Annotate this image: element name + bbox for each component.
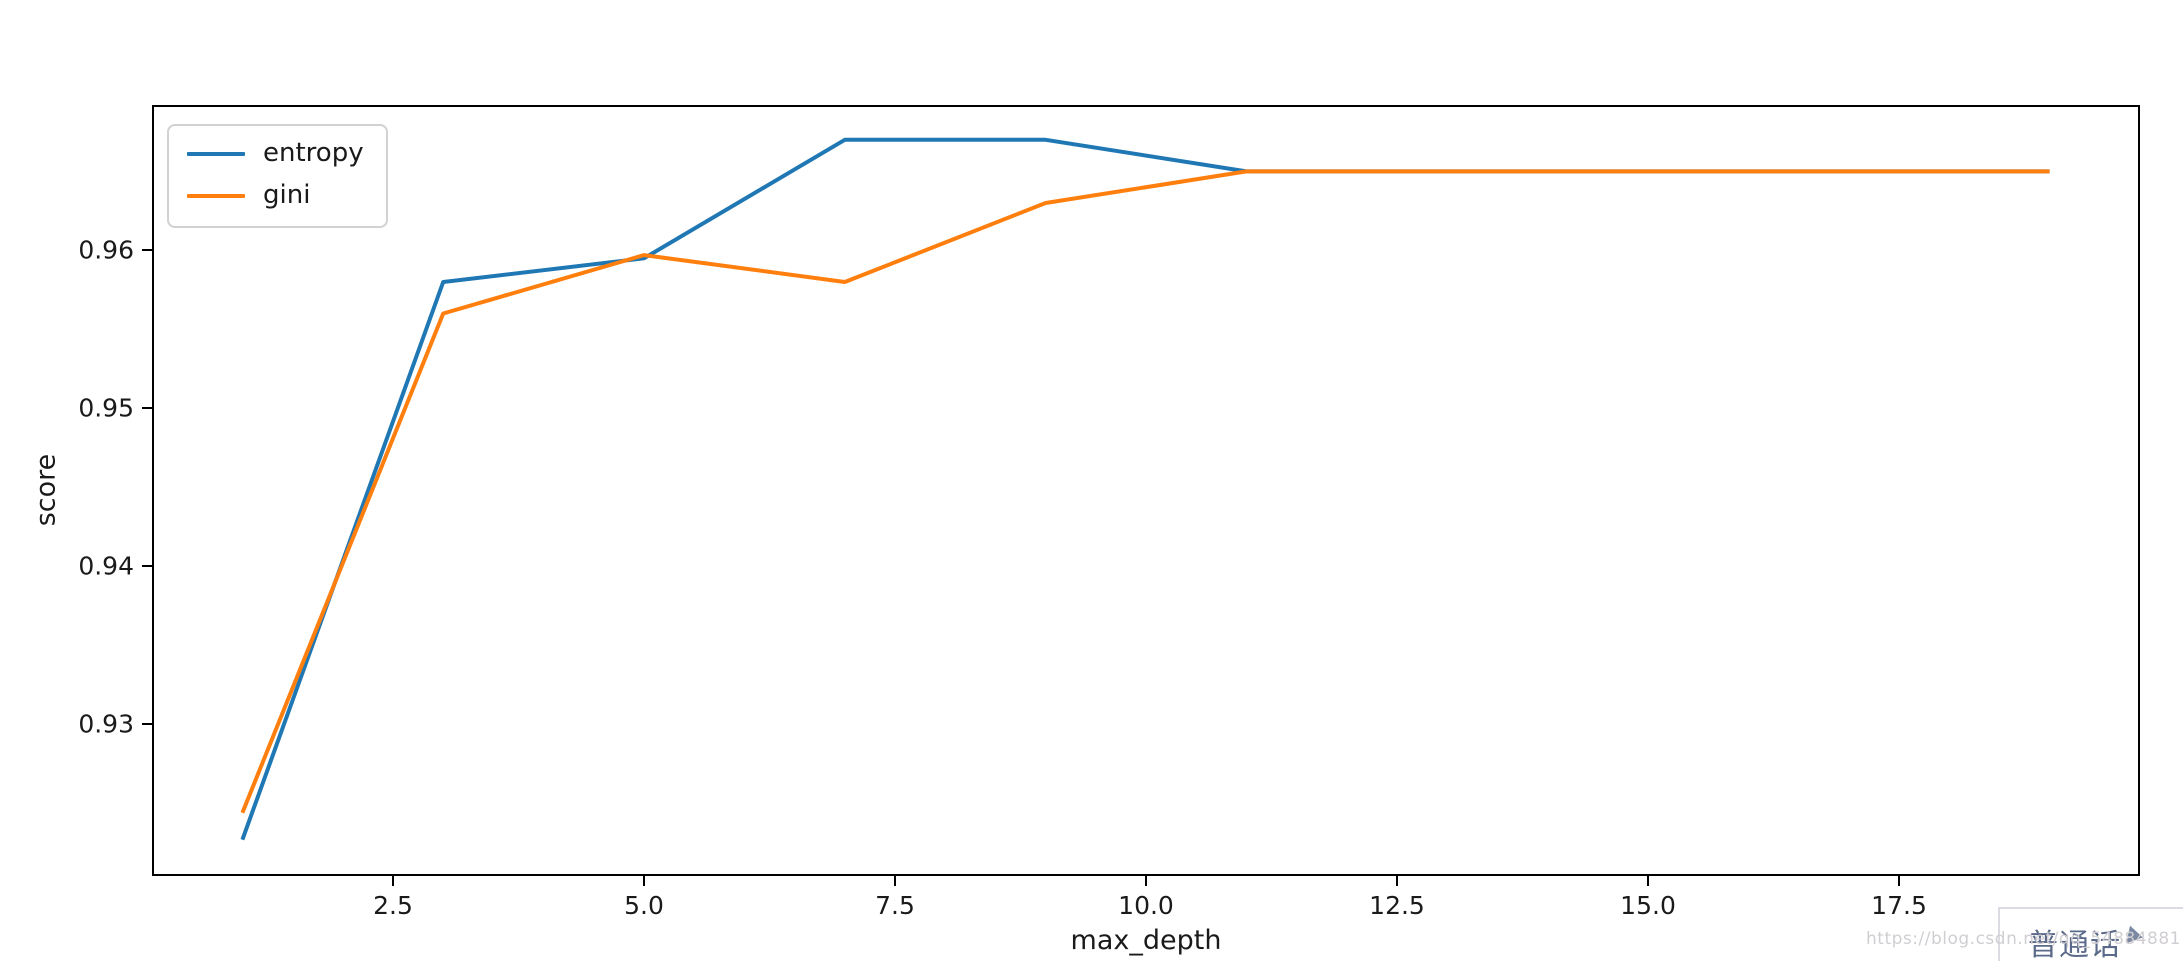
y-tick-mark-0.94 xyxy=(142,565,152,568)
y-tick-mark-0.95 xyxy=(142,407,152,410)
x-tick-label-5.0: 5.0 xyxy=(624,891,664,920)
y-tick-mark-0.93 xyxy=(142,723,152,726)
x-tick-mark-17.5 xyxy=(1898,876,1901,886)
legend-item-gini: gini xyxy=(187,180,364,211)
x-tick-label-17.5: 17.5 xyxy=(1871,891,1927,920)
speech-language-label: 普通话 xyxy=(2028,928,2121,961)
chart-canvas xyxy=(240,137,2050,841)
x-tick-mark-2.5 xyxy=(391,876,394,886)
x-tick-label-2.5: 2.5 xyxy=(373,891,413,920)
y-axis-label: score xyxy=(30,453,62,527)
y-tick-label-0.94: 0.94 xyxy=(78,551,134,581)
y-tick-label-0.96: 0.96 xyxy=(78,235,134,265)
y-tick-mark-0.96 xyxy=(142,249,152,252)
legend-item-entropy: entropy xyxy=(187,138,364,168)
legend-line-sample-entropy xyxy=(187,151,245,156)
x-tick-label-7.5: 7.5 xyxy=(875,891,915,920)
x-tick-label-15.0: 15.0 xyxy=(1620,891,1676,920)
legend-label-entropy: entropy xyxy=(263,138,364,168)
x-tick-mark-5.0 xyxy=(642,876,645,886)
y-tick-label-0.95: 0.95 xyxy=(78,393,134,423)
plot-area: entropy gini xyxy=(152,105,2140,876)
legend-label-gini: gini xyxy=(263,180,311,211)
x-tick-mark-15.0 xyxy=(1647,876,1650,886)
legend: entropy gini xyxy=(167,124,388,228)
x-tick-mark-10.0 xyxy=(1145,876,1147,886)
legend-line-sample-gini xyxy=(187,193,245,198)
speech-language-button[interactable]: 普通话 xyxy=(1998,907,2183,961)
x-tick-mark-12.5 xyxy=(1396,876,1398,886)
x-tick-mark-7.5 xyxy=(893,876,896,886)
series-line-entropy xyxy=(240,137,2050,841)
y-tick-label-0.93: 0.93 xyxy=(78,709,134,739)
x-tick-label-12.5: 12.5 xyxy=(1369,891,1425,920)
x-axis-label: max_depth xyxy=(1070,925,1222,956)
x-tick-label-10.0: 10.0 xyxy=(1118,891,1174,920)
series-line-gini xyxy=(240,169,2050,814)
watermark-url: https://blog.csdn.net/qq_54884881 xyxy=(1866,929,2181,949)
